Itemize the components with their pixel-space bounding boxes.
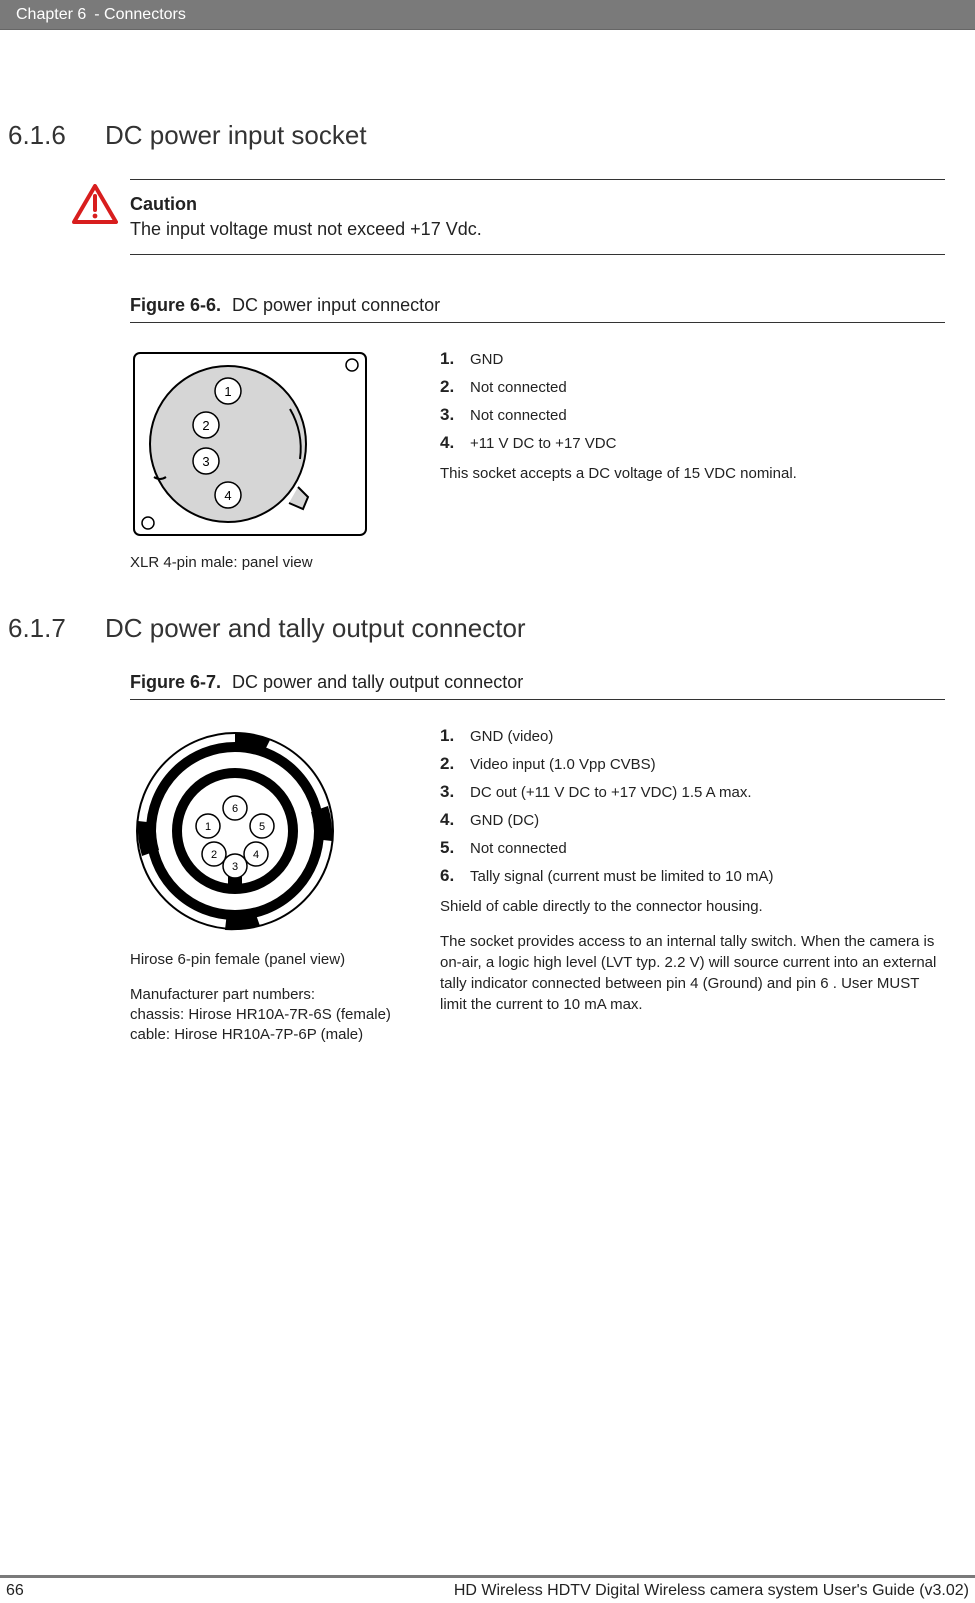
- pin-desc: Not connected: [470, 379, 567, 396]
- pin-num: 4.: [440, 433, 470, 453]
- pin-list-617: 1.GND (video) 2.Video input (1.0 Vpp CVB…: [440, 726, 945, 886]
- pin-desc: GND (DC): [470, 812, 539, 829]
- page: Chapter 6 - Connectors 6.1.6 DC power in…: [0, 0, 975, 1603]
- xlr-caption: XLR 4-pin male: panel view: [130, 553, 400, 573]
- pin-num: 1.: [440, 349, 470, 369]
- section-heading: DC power input socket: [105, 120, 367, 151]
- svg-text:2: 2: [202, 418, 209, 433]
- mfr-chassis: chassis: Hirose HR10A-7R-6S (female): [130, 1005, 400, 1025]
- warning-icon: [72, 184, 118, 224]
- shield-note: Shield of cable directly to the connecto…: [440, 896, 945, 917]
- mfr-label: Manufacturer part numbers:: [130, 985, 400, 1005]
- tally-note: The socket provides access to an interna…: [440, 931, 945, 1015]
- svg-text:4: 4: [253, 849, 259, 861]
- figure-label: Figure 6-7.: [130, 672, 221, 692]
- pin-num: 6.: [440, 866, 470, 886]
- caution-label: Caution: [130, 194, 945, 215]
- pin-num: 3.: [440, 405, 470, 425]
- pin-num: 2.: [440, 754, 470, 774]
- figure-name: DC power and tally output connector: [232, 672, 523, 692]
- footer-bar: 66 HD Wireless HDTV Digital Wireless cam…: [0, 1575, 975, 1603]
- svg-text:6: 6: [232, 803, 238, 815]
- mfr-parts: Manufacturer part numbers: chassis: Hiro…: [130, 985, 400, 1046]
- header-bar: Chapter 6 - Connectors: [0, 0, 975, 30]
- svg-text:3: 3: [202, 454, 209, 469]
- svg-text:2: 2: [211, 849, 217, 861]
- pin-num: 1.: [440, 726, 470, 746]
- section-617-title: 6.1.7 DC power and tally output connecto…: [0, 613, 965, 644]
- divider: [130, 699, 945, 700]
- hirose-pinout: 1.GND (video) 2.Video input (1.0 Vpp CVB…: [440, 726, 945, 1015]
- hirose-caption: Hirose 6-pin female (panel view): [130, 950, 400, 970]
- pin-desc: GND: [470, 351, 503, 368]
- pin-num: 5.: [440, 838, 470, 858]
- figure-6-7-title: Figure 6-7. DC power and tally output co…: [130, 672, 945, 693]
- xlr-pinout: 1.GND 2.Not connected 3.Not connected 4.…: [440, 349, 945, 484]
- page-number: 66: [6, 1582, 24, 1600]
- xlr-note: This socket accepts a DC voltage of 15 V…: [440, 463, 945, 484]
- header-chapter: Chapter 6: [16, 6, 86, 24]
- section-number: 6.1.7: [0, 613, 105, 644]
- footer-title: HD Wireless HDTV Digital Wireless camera…: [454, 1582, 969, 1600]
- xlr-connector-diagram: 1 2 3 4 XLR 4-pin male: panel view: [130, 349, 400, 573]
- pin-list-616: 1.GND 2.Not connected 3.Not connected 4.…: [440, 349, 945, 453]
- svg-text:3: 3: [232, 861, 238, 873]
- figure-6-7-row: 1 2 3 4 5 6 Hirose 6-pin female (panel v…: [130, 726, 945, 1045]
- pin-num: 3.: [440, 782, 470, 802]
- pin-num: 4.: [440, 810, 470, 830]
- svg-text:1: 1: [205, 821, 211, 833]
- svg-text:1: 1: [224, 384, 231, 399]
- pin-num: 2.: [440, 377, 470, 397]
- figure-6-6-title: Figure 6-6. DC power input connector: [130, 295, 945, 316]
- pin-desc: Tally signal (current must be limited to…: [470, 868, 773, 885]
- mfr-cable: cable: Hirose HR10A-7P-6P (male): [130, 1025, 400, 1045]
- figure-6-6-row: 1 2 3 4 XLR 4-pin male: panel view 1.GND…: [130, 349, 945, 573]
- content: 6.1.6 DC power input socket Caution The …: [0, 80, 965, 1065]
- svg-text:5: 5: [259, 821, 265, 833]
- figure-name: DC power input connector: [232, 295, 440, 315]
- figure-label: Figure 6-6.: [130, 295, 221, 315]
- pin-desc: +11 V DC to +17 VDC: [470, 435, 616, 452]
- caution-text: The input voltage must not exceed +17 Vd…: [130, 219, 945, 240]
- header-title: - Connectors: [94, 6, 186, 24]
- pin-desc: GND (video): [470, 728, 553, 745]
- section-616-body: Caution The input voltage must not excee…: [130, 179, 945, 573]
- pin-desc: Not connected: [470, 407, 567, 424]
- divider: [130, 322, 945, 323]
- section-617-body: Figure 6-7. DC power and tally output co…: [130, 672, 945, 1045]
- section-number: 6.1.6: [0, 120, 105, 151]
- section-616-title: 6.1.6 DC power input socket: [0, 120, 965, 151]
- pin-desc: DC out (+11 V DC to +17 VDC) 1.5 A max.: [470, 784, 752, 801]
- pin-desc: Video input (1.0 Vpp CVBS): [470, 756, 656, 773]
- caution-box: Caution The input voltage must not excee…: [130, 179, 945, 255]
- hirose-connector-diagram: 1 2 3 4 5 6 Hirose 6-pin female (panel v…: [130, 726, 400, 1045]
- section-heading: DC power and tally output connector: [105, 613, 526, 644]
- svg-text:4: 4: [224, 488, 231, 503]
- pin-desc: Not connected: [470, 840, 567, 857]
